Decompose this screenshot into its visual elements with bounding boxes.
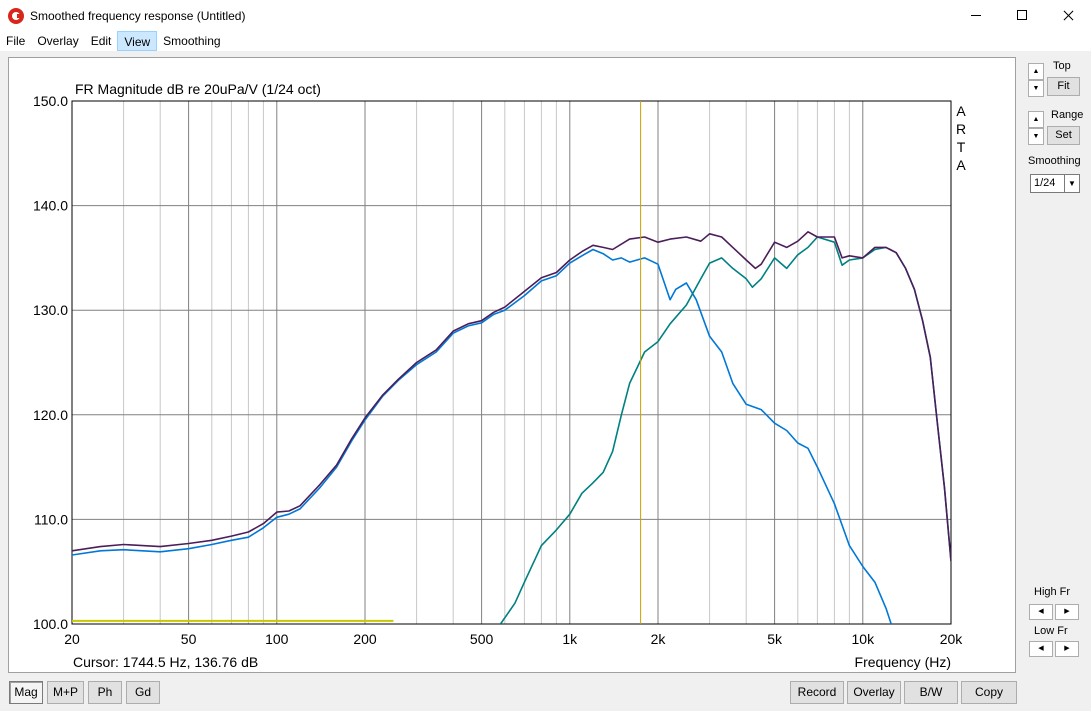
top-label: Top (1053, 60, 1071, 72)
x-tick-label: 50 (181, 631, 197, 647)
top-up-icon[interactable]: ▲ (1028, 63, 1044, 80)
top-down-icon[interactable]: ▼ (1028, 80, 1044, 97)
x-tick-label: 5k (767, 631, 783, 647)
x-tick-label: 1k (562, 631, 578, 647)
top-spinner[interactable]: ▲ ▼ (1028, 63, 1044, 97)
menu-overlay[interactable]: Overlay (37, 34, 79, 48)
chevron-down-icon[interactable]: ▼ (1064, 175, 1079, 192)
low-fr-left-button[interactable]: ◀ (1029, 641, 1053, 657)
bottom-toolbar: Mag M+P Ph Gd Record Overlay B/W Copy (0, 676, 1091, 711)
bw-button[interactable]: B/W (904, 681, 958, 704)
set-button[interactable]: Set (1047, 126, 1080, 145)
arta-watermark-letter: A (956, 103, 966, 119)
plot-border (71, 100, 952, 625)
y-tick-label: 120.0 (33, 407, 68, 423)
x-tick-label: 20k (940, 631, 964, 647)
x-tick-label: 200 (353, 631, 377, 647)
mag-phase-button[interactable]: M+P (47, 681, 84, 704)
fit-button[interactable]: Fit (1047, 77, 1080, 96)
smoothing-value: 1/24 (1034, 177, 1056, 189)
x-axis-label: Frequency (Hz) (855, 654, 951, 670)
x-tick-label: 2k (651, 631, 667, 647)
y-tick-label: 140.0 (33, 198, 68, 214)
x-tick-label: 10k (852, 631, 876, 647)
mag-button[interactable]: Mag (9, 681, 43, 704)
series-line-1 (499, 236, 951, 624)
menu-view[interactable]: View (117, 31, 158, 51)
high-fr-right-button[interactable]: ▶ (1055, 604, 1079, 620)
window-title: Smoothed frequency response (Untitled) (30, 8, 246, 23)
menu-file[interactable]: File (6, 34, 26, 48)
series-line-2 (72, 231, 951, 562)
app-icon (8, 7, 24, 24)
y-tick-label: 110.0 (34, 511, 68, 527)
overlay-button[interactable]: Overlay (847, 681, 901, 704)
x-tick-label: 500 (470, 631, 494, 647)
side-panel: ▲ ▼ Top Fit ▲ ▼ Range Set Smoothing 1/24… (1020, 57, 1091, 673)
range-label: Range (1051, 109, 1084, 121)
arta-watermark-letter: T (957, 139, 966, 155)
menu-smoothing[interactable]: Smoothing (163, 34, 221, 48)
chart-title: FR Magnitude dB re 20uPa/V (1/24 oct) (75, 81, 321, 97)
menu-edit[interactable]: Edit (90, 34, 112, 48)
phase-button[interactable]: Ph (88, 681, 122, 704)
title-bar: Smoothed frequency response (Untitled) (0, 0, 1091, 31)
graph-frame[interactable]: 100.0 110.0 120.0 130.0 140.0 150.0 20 50 100 200… (8, 57, 1016, 673)
smoothing-select[interactable]: 1/24 ▼ (1030, 174, 1080, 193)
x-tick-label: 20 (64, 631, 80, 647)
y-tick-label: 150.0 (33, 93, 68, 109)
maximize-button[interactable] (999, 0, 1045, 31)
range-spinner[interactable]: ▲ ▼ (1028, 111, 1044, 145)
range-up-icon[interactable]: ▲ (1028, 111, 1044, 128)
record-button[interactable]: Record (790, 681, 844, 704)
range-down-icon[interactable]: ▼ (1028, 128, 1044, 145)
copy-button[interactable]: Copy (961, 681, 1017, 704)
menu-bar: File Overlay Edit View Smoothing (0, 31, 1091, 51)
low-fr-label: Low Fr (1034, 625, 1068, 637)
x-tick-label: 100 (265, 631, 289, 647)
y-tick-label: 130.0 (33, 302, 68, 318)
high-fr-left-button[interactable]: ◀ (1029, 604, 1053, 620)
minimize-button[interactable] (953, 0, 999, 31)
group-delay-button[interactable]: Gd (126, 681, 160, 704)
high-fr-label: High Fr (1034, 586, 1071, 598)
close-button[interactable] (1045, 0, 1091, 31)
low-fr-right-button[interactable]: ▶ (1055, 641, 1079, 657)
cursor-readout: Cursor: 1744.5 Hz, 136.76 dB (73, 654, 258, 670)
series-line-0 (72, 248, 892, 624)
arta-watermark-letter: A (956, 157, 966, 173)
smoothing-label: Smoothing (1028, 155, 1081, 167)
frequency-response-chart[interactable]: 100.0 110.0 120.0 130.0 140.0 150.0 20 50 100 200… (9, 58, 1015, 672)
y-tick-label: 100.0 (33, 616, 68, 632)
arta-watermark-letter: R (956, 121, 966, 137)
